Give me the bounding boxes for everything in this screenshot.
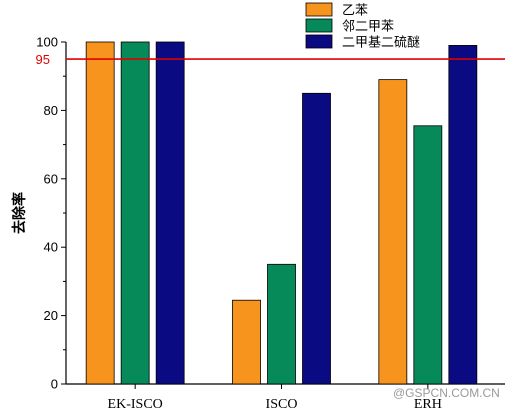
reference-line-label: 95	[36, 52, 50, 67]
bar	[155, 41, 185, 385]
reference-line-group: 95	[36, 52, 505, 67]
legend-label: 二甲基二硫醚	[342, 36, 420, 51]
chart-labels: 0 20 40 60 80 100 EK-ISCO ISCO ERH 去除率	[11, 35, 442, 413]
legend-swatch	[305, 2, 333, 17]
y-axis-title: 去除率	[11, 192, 28, 234]
legend-swatch	[305, 34, 333, 49]
y-tick-label: 100	[36, 35, 58, 50]
bar	[413, 125, 443, 385]
y-tick-label: 40	[44, 240, 58, 255]
y-tick-label: 80	[44, 103, 58, 118]
bar	[85, 41, 115, 385]
x-category-label: ISCO	[266, 397, 298, 412]
bar	[120, 41, 150, 385]
legend-swatch	[305, 18, 333, 33]
x-category-label: ERH	[414, 397, 442, 412]
y-tick-label: 20	[44, 308, 58, 323]
bar	[232, 299, 261, 385]
watermark-text: @GSPCN.COM.CN	[393, 386, 500, 400]
legend-label: 邻二甲苯	[342, 20, 394, 35]
legend-label: 乙苯	[342, 4, 368, 19]
bar	[267, 263, 296, 385]
x-category-label: EK-ISCO	[108, 397, 163, 412]
bar	[378, 79, 408, 385]
y-tick-label: 0	[51, 377, 58, 392]
chart-bars	[85, 41, 478, 385]
bar	[302, 92, 331, 385]
y-tick-label: 60	[44, 171, 58, 186]
bar	[448, 45, 478, 385]
